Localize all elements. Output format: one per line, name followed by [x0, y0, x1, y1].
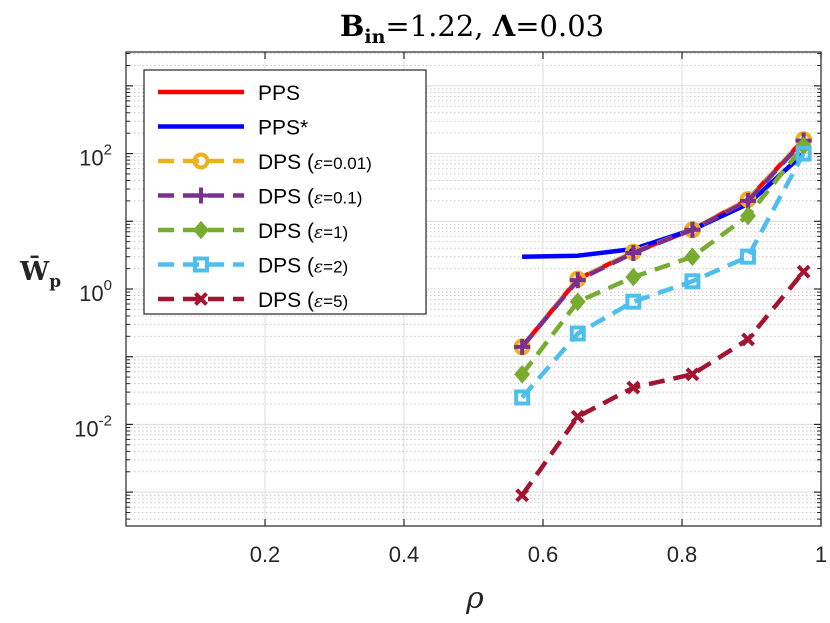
legend-entry: DPS (ε=0.01) [158, 151, 372, 174]
x-tick-label: 0.4 [389, 542, 420, 567]
y-tick-label: 10-2 [74, 412, 112, 441]
diamond-marker [684, 247, 701, 266]
title-eq2: =0.03 [515, 9, 604, 43]
chart-title: Bin=1.22, Λ=0.03 [340, 9, 604, 48]
square-marker [625, 293, 642, 310]
legend-label: DPS (ε=5) [258, 289, 348, 312]
y-label-sub: p [49, 272, 61, 292]
legend-box [143, 69, 427, 315]
x-marker [685, 367, 700, 382]
legend-entry: DPS (ε=2) [158, 255, 348, 278]
legend-entry: DPS (ε=0.1) [158, 186, 362, 209]
series-line [520, 270, 806, 497]
series-line [520, 152, 806, 399]
diamond-marker [740, 206, 757, 226]
y-label-main: W̄ [19, 255, 50, 287]
x-tick-label: 0.8 [667, 542, 698, 567]
x-marker [741, 332, 755, 347]
plus-marker [740, 192, 757, 209]
square-marker [193, 256, 209, 273]
x-tick-label: 0.6 [528, 542, 559, 567]
plus-marker [569, 272, 586, 289]
square-marker [795, 145, 812, 162]
series-layer [513, 131, 813, 503]
circle-marker [192, 152, 210, 170]
x-tick-label: 1 [815, 542, 827, 567]
title-lambda: Λ [492, 9, 516, 43]
plus-marker [625, 245, 642, 262]
x-tick-label: 0.2 [250, 542, 281, 567]
plus-marker [684, 221, 701, 238]
ticks: 0.2 0.4 0.6 0.8 1 102 100 10-2 [74, 52, 827, 567]
legend-label: DPS (ε=0.01) [258, 151, 372, 174]
legend-entry: DPS (ε=1) [158, 220, 348, 243]
y-tick-label: 102 [79, 142, 112, 171]
y-tick-label: 100 [79, 277, 112, 306]
series-dps-eps-5 [515, 264, 811, 503]
title-sub-in: in [364, 26, 385, 48]
legend-label: DPS (ε=1) [258, 220, 348, 243]
legend-entry: DPS (ε=5) [158, 289, 348, 312]
square-marker [569, 325, 586, 342]
series-line [520, 139, 806, 349]
legend-entry: PPS* [158, 117, 308, 140]
legend-label: PPS* [258, 117, 308, 140]
plus-marker [514, 338, 531, 355]
diamond-marker [193, 220, 209, 240]
x-marker [515, 488, 530, 503]
series-dps-eps-1 [514, 136, 812, 384]
x-marker [626, 380, 641, 395]
title-b: B [340, 9, 365, 43]
series-line [520, 144, 806, 376]
title-eq1: =1.22, [385, 9, 492, 43]
square-marker [684, 273, 701, 290]
diamond-marker [514, 364, 531, 384]
square-marker [514, 389, 531, 406]
x-marker [796, 264, 811, 279]
legend-entry: PPS [158, 82, 300, 105]
legend: PPS PPS* DPS (ε=0.01) DPS (ε=0.1) DPS (ε=1) D… [143, 69, 427, 315]
series-dps-eps-2 [514, 145, 812, 406]
x-marker [570, 409, 585, 424]
legend-label: PPS [258, 82, 300, 105]
square-marker [740, 248, 757, 265]
diamond-marker [625, 267, 642, 287]
diamond-marker [569, 292, 586, 311]
x-marker [194, 292, 208, 306]
legend-label: DPS (ε=0.1) [258, 186, 362, 209]
plus-marker [193, 187, 209, 204]
legend-label: DPS (ε=2) [258, 255, 348, 278]
series-dps-eps-0-1 [514, 132, 812, 355]
x-axis-label: ρ [465, 581, 484, 616]
y-axis-label: W̄p [19, 255, 61, 292]
